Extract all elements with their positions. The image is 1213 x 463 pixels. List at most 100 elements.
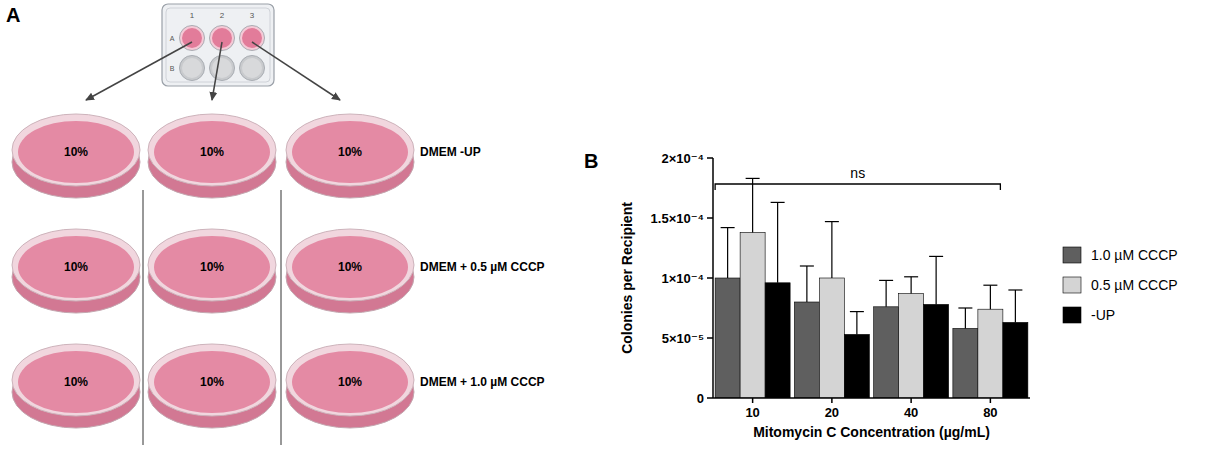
dish-medium [292,121,408,183]
dish-medium [18,121,134,183]
error-cap [929,256,943,257]
error-cap [771,202,785,203]
bar [715,278,740,398]
x-tick-label: 10 [745,405,759,420]
dish-rim [148,344,276,416]
y-tick-label: 2×10⁻⁴ [661,151,704,166]
error-cap [904,276,918,277]
error-bar [929,256,943,304]
condition-label: DMEM + 1.0 µM CCCP [420,375,545,389]
error-bar [904,277,918,294]
figure: A 1 2 3 A B 10% 10% 10% DMEM -UP 10% 10% 10% DMEM + 0… [0,0,1213,463]
error-cap [721,227,735,228]
y-axis-title: Colonies per Recipient [619,202,635,354]
x-tick-label: 20 [825,405,839,420]
x-tick-label: 80 [983,405,997,420]
dish: 10% [148,229,276,313]
dish-label: 10% [64,145,88,159]
y-axis [712,158,714,398]
panel-letter: B [584,150,598,172]
y-tick [707,217,713,219]
well [240,56,265,81]
dish: 10% [286,114,414,198]
y-tick [707,157,713,159]
legend-label: 0.5 µM CCCP [1091,277,1178,293]
well-fill [242,28,262,48]
plate-column-label: 1 [190,11,195,20]
arrow [212,42,222,100]
dish-rim [286,114,414,186]
separator [281,190,282,445]
legend-label: -UP [1091,307,1115,323]
y-tick [707,397,713,399]
x-tick [910,398,912,403]
condition-label: DMEM -UP [420,145,481,159]
error-bar [721,228,735,278]
error-bar [771,202,785,282]
plate-column-label: 3 [250,11,255,20]
dish-medium [292,236,408,298]
dish-medium [18,236,134,298]
y-tick [707,337,713,339]
error-stem [886,280,887,306]
condition-label: DMEM + 0.5 µM CCCP [420,260,545,274]
dish: 10% [12,229,140,313]
dish-rim [12,114,140,186]
dish-rim [148,229,276,301]
error-stem [831,222,832,278]
dish-rim [286,344,414,416]
error-cap [1008,289,1022,290]
y-tick-label: 0 [697,391,704,406]
plate-inner [166,8,270,82]
dish: 10% [12,344,140,428]
y-tick-label: 1.5×10⁻⁴ [651,211,704,226]
y-tick [707,277,713,279]
dish-label: 10% [338,145,362,159]
error-stem [752,178,753,232]
error-cap [879,280,893,281]
error-bar [879,280,893,306]
dish-medium [292,351,408,413]
bar [740,232,765,398]
bar [978,309,1003,398]
dish-label: 10% [200,260,224,274]
well [210,26,235,51]
panel-letter: A [6,4,20,26]
plate-column-label: 2 [220,11,225,20]
dish-rim [12,344,140,416]
dish-rim [148,114,276,186]
error-stem [856,312,857,335]
well [180,56,205,81]
error-cap [825,221,839,222]
error-stem [806,266,807,302]
dish-label: 10% [200,375,224,389]
dish-label: 10% [338,375,362,389]
bar [874,307,899,398]
x-tick [990,398,992,403]
error-bar [746,178,760,232]
error-bar [800,266,814,302]
dish: 10% [286,229,414,313]
dish-label: 10% [338,260,362,274]
error-stem [911,277,912,294]
bars [715,178,1028,398]
y-tick-label: 5×10⁻⁵ [662,331,704,346]
error-bar [958,308,972,328]
plate-row-label: B [170,65,175,72]
legend-swatch [1063,307,1081,323]
dish: 10% [148,344,276,428]
plate-row-label: A [170,35,175,42]
separator [143,190,144,445]
bar [765,283,790,398]
error-stem [965,308,966,328]
error-cap [800,265,814,266]
error-bar [825,222,839,278]
arrow [252,42,340,100]
error-bar [983,285,997,309]
dish: 10% [12,114,140,198]
y-tick-label: 1×10⁻⁴ [661,271,704,286]
well [210,56,235,81]
bar [819,278,844,398]
dish-label: 10% [200,145,224,159]
error-cap [746,178,760,179]
